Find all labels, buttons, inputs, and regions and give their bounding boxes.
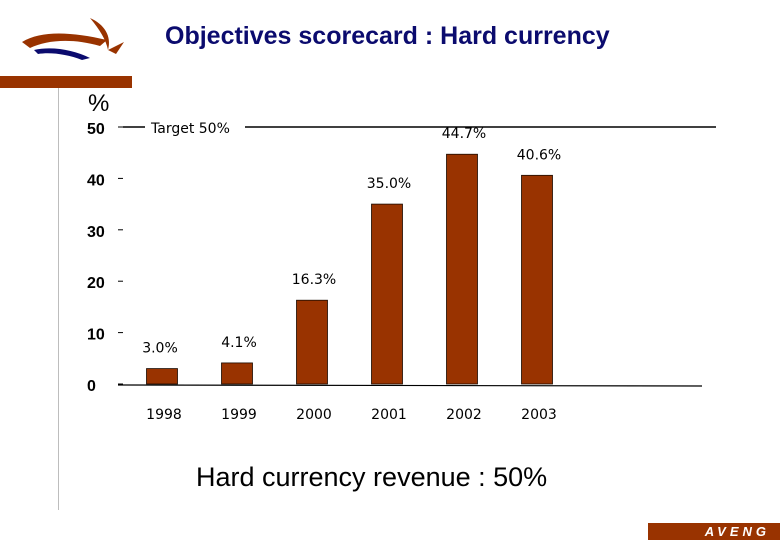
y-tick-label: 20: [87, 275, 105, 292]
bar: [371, 203, 403, 385]
x-tick-label: 2002: [446, 407, 482, 423]
x-tick-label: 2001: [371, 407, 407, 423]
y-tick-label: 50: [87, 121, 105, 138]
y-tick-label: 30: [87, 224, 105, 241]
y-tick-label: 0: [87, 378, 96, 395]
y-tick-label: 10: [87, 327, 105, 344]
bar: [221, 362, 253, 385]
x-axis-baseline: [117, 384, 703, 387]
brand-logo-text: AVENG: [704, 524, 770, 539]
company-logo-icon: [22, 18, 124, 60]
bar-data-label: 4.1%: [221, 335, 257, 351]
left-margin-rule: [58, 88, 59, 510]
bar: [521, 174, 553, 385]
x-tick-label: 2000: [296, 407, 332, 423]
bar-data-label: 3.0%: [142, 341, 178, 357]
brand-logo: AVENG: [648, 523, 780, 540]
bar: [446, 153, 478, 385]
bar: [296, 299, 328, 385]
y-axis-unit-label: %: [88, 90, 110, 117]
bar-data-label: 44.7%: [442, 126, 486, 142]
bar: [146, 368, 178, 385]
page-title: Objectives scorecard : Hard currency: [165, 22, 610, 50]
footer-caption: Hard currency revenue : 50%: [196, 462, 548, 492]
x-tick-label: 1999: [221, 407, 257, 423]
bar-data-label: 35.0%: [367, 176, 411, 192]
x-tick-label: 1998: [146, 407, 182, 423]
header-accent-bar: [0, 76, 132, 88]
y-tick-label: 40: [87, 172, 105, 189]
bar-data-label: 16.3%: [292, 272, 336, 288]
bar-data-label: 40.6%: [517, 147, 561, 163]
target-label: Target 50%: [150, 121, 230, 137]
x-tick-label: 2003: [521, 407, 557, 423]
